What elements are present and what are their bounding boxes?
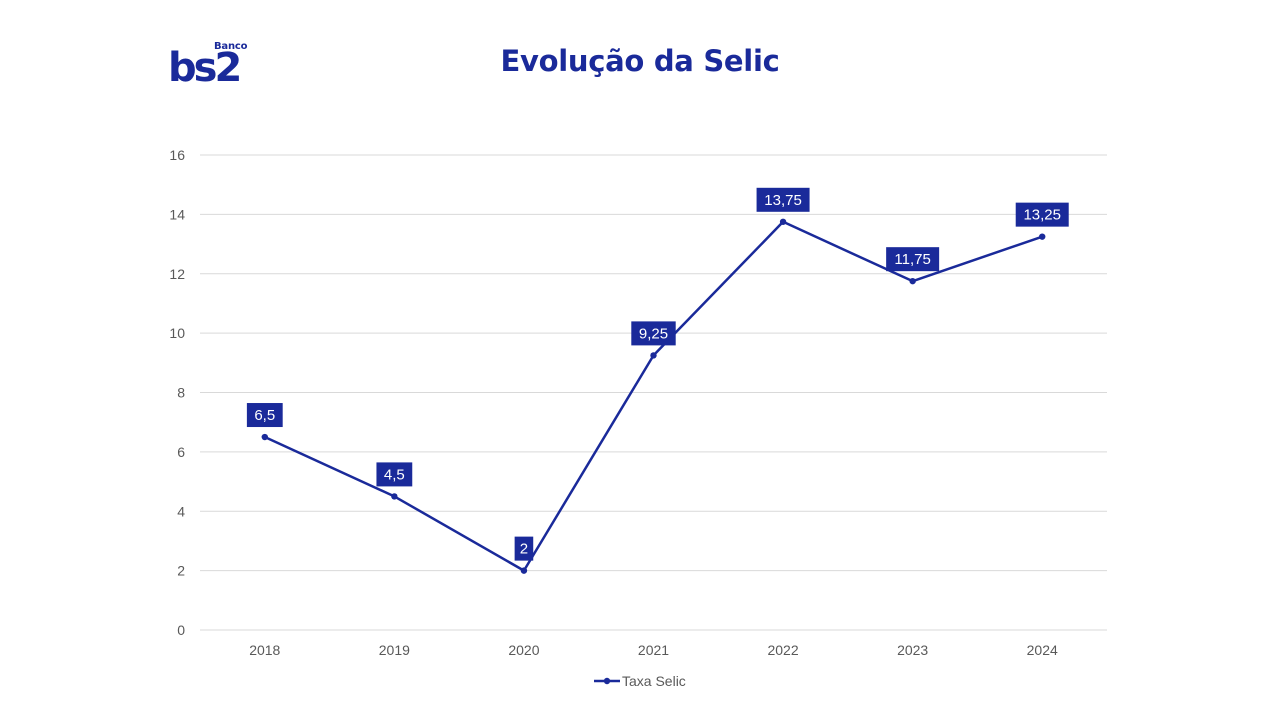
bs2-logo: Banco bs2 (168, 40, 258, 90)
data-label-box (631, 321, 676, 346)
data-label: 11,75 (886, 247, 940, 272)
data-label: 4,5 (376, 462, 413, 487)
legend-label: Taxa Selic (622, 673, 686, 689)
data-label-text: 9,25 (639, 325, 668, 342)
x-tick-label: 2021 (638, 642, 669, 658)
y-tick-label: 16 (169, 147, 185, 163)
logo-banco-text: Banco (214, 41, 248, 52)
data-label-box (756, 187, 810, 212)
x-tick-label: 2024 (1027, 642, 1058, 658)
data-point (261, 433, 268, 441)
data-label-text: 2 (520, 541, 528, 558)
data-label-box (886, 247, 940, 272)
data-label: 6,5 (246, 403, 283, 428)
data-point (391, 493, 398, 500)
series-taxa-selic (261, 218, 1046, 574)
data-label: 13,25 (1015, 202, 1069, 227)
data-label-text: 13,25 (1023, 207, 1061, 224)
data-label-box (376, 462, 413, 487)
data-label-box (514, 536, 534, 561)
y-tick-label: 4 (177, 503, 185, 519)
x-tick-label: 2023 (897, 642, 928, 658)
y-tick-label: 2 (177, 563, 185, 579)
y-tick-label: 8 (177, 385, 185, 401)
data-label-text: 6,5 (254, 407, 275, 424)
data-label: 9,25 (631, 321, 676, 346)
data-label-box (1015, 202, 1069, 227)
data-point (909, 277, 916, 285)
logo-mark-text: bs2 (168, 45, 242, 91)
data-label-text: 11,75 (894, 251, 930, 268)
data-labels: 6,5 4,5 2 9,25 13,75 11,75 13,25 (246, 187, 1069, 561)
y-tick-label: 12 (169, 266, 185, 282)
x-tick-label: 2018 (249, 642, 280, 658)
x-axis-ticks: 2018 2019 2020 2021 2022 2023 2024 (249, 642, 1058, 658)
page-title: Evolução da Selic (500, 44, 780, 78)
data-point (520, 567, 528, 574)
data-label: 2 (514, 536, 534, 561)
y-axis-ticks: 0 2 4 6 8 10 12 14 16 (169, 147, 185, 638)
x-tick-label: 2020 (508, 642, 539, 658)
gridlines (200, 154, 1107, 631)
y-tick-label: 10 (169, 325, 185, 341)
data-label-text: 4,5 (384, 466, 405, 483)
legend: Taxa Selic (594, 673, 686, 689)
y-tick-label: 6 (177, 444, 185, 460)
x-tick-label: 2019 (379, 642, 410, 658)
data-label-text: 13,75 (764, 192, 802, 209)
data-point (779, 218, 787, 225)
y-tick-label: 0 (177, 622, 185, 638)
legend-marker (603, 677, 611, 685)
data-label: 13,75 (756, 187, 810, 212)
data-label-box (246, 403, 283, 428)
data-point (650, 352, 657, 359)
y-tick-label: 14 (169, 206, 185, 222)
data-point (1039, 233, 1046, 240)
x-tick-label: 2022 (767, 642, 798, 658)
